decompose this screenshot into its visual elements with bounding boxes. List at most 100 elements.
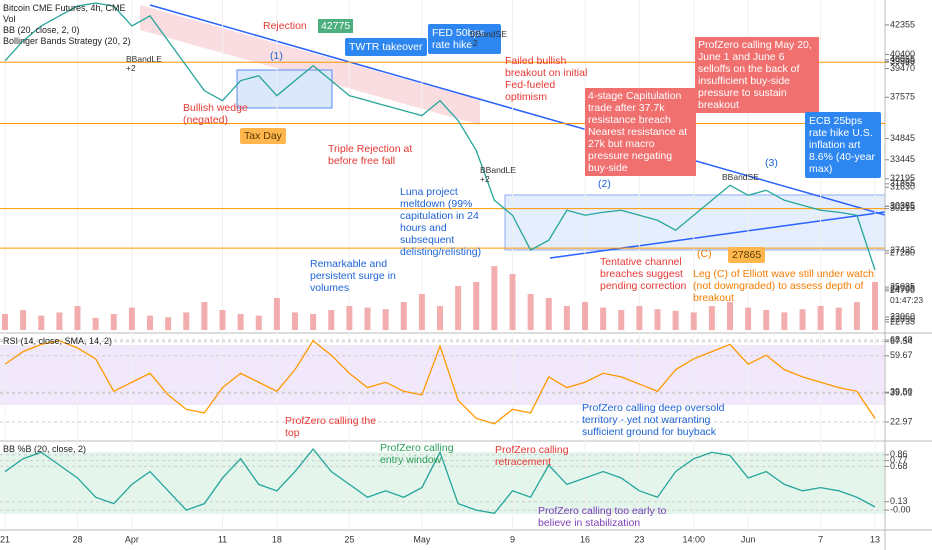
volume-bar [328, 310, 335, 330]
countdown: 01:47:23 [890, 294, 924, 305]
trendline [549, 211, 886, 259]
annotation: BBandLE +2 [126, 54, 162, 73]
x-tick-label: May [413, 534, 431, 544]
x-tick-label: 7 [818, 534, 823, 544]
y-tick-label: 39.01 [890, 387, 913, 397]
volume-bar [618, 310, 625, 330]
annotation: ProfZero calling May 20, June 1 and June… [695, 37, 819, 113]
volume-bar [273, 298, 280, 330]
y-tick-label: 25035 [890, 281, 915, 291]
y-tick-label: 39890 [890, 57, 915, 67]
annotation: ProfZero calling retracement [495, 444, 569, 468]
y-tick-label: 42355 [890, 19, 915, 29]
y-tick-label: 22.97 [890, 416, 913, 426]
y-tick-label: 0.77 [890, 455, 908, 465]
volume-bar [418, 294, 425, 330]
x-tick-label: 28 [72, 534, 82, 544]
y-tick-label: 39945 [890, 56, 915, 66]
y-tick-label: -0.00 [890, 504, 911, 514]
x-tick-label: Jun [741, 534, 756, 544]
annotation: ProfZero calling deep oversold territory… [582, 402, 725, 438]
x-tick-label: 11 [218, 534, 227, 544]
y-tick-label: 22735 [890, 316, 915, 326]
volume-bar [817, 306, 824, 330]
volume-bar [382, 309, 389, 330]
volume-bar [582, 302, 588, 330]
y-tick-label: 40055 [890, 54, 915, 64]
volume-bar [310, 314, 317, 330]
volume-bar [128, 307, 135, 330]
legend-entry: Bollinger Bands Strategy (20, 2) [3, 36, 131, 46]
volume-bar [92, 318, 99, 330]
y-tick-label: 39.50 [890, 387, 913, 397]
annotation: Triple Rejection at before free fall [328, 143, 413, 167]
x-tick-label: 23 [634, 534, 644, 544]
y-tick-label: 30365 [890, 201, 915, 211]
y-tick-label: 0.86 [890, 449, 908, 459]
legend-entry: Vol [3, 14, 16, 24]
volume-bar [201, 302, 208, 330]
annotation: Rejection [263, 20, 307, 32]
volume-bar [147, 315, 153, 330]
trendline [149, 4, 886, 216]
y-tick-label: 33445 [890, 154, 915, 164]
annotation: Tax Day [240, 128, 286, 144]
volume-bar [745, 307, 752, 330]
y-tick-label: 27280 [890, 247, 915, 257]
annotation: ProfZero calling entry window [380, 442, 454, 466]
volume-bar [56, 312, 63, 330]
y-tick-label: 24905 [890, 283, 915, 293]
volume-bar [853, 302, 860, 330]
annotation: (1) [270, 50, 283, 62]
volume-bar [600, 307, 607, 330]
volume-bar [183, 312, 190, 330]
indicator-line [4, 339, 876, 425]
volume-bar [38, 315, 45, 330]
y-tick-label: 30385 [890, 200, 915, 210]
annotation: BBandSE -2 [470, 29, 507, 48]
y-tick-label: 24790 [890, 285, 915, 295]
volume-bar [292, 312, 298, 330]
volume-bar [2, 314, 8, 330]
y-tick-label: 0.68 [890, 461, 908, 471]
volume-bar [473, 282, 480, 330]
annotation: 42775 [318, 19, 354, 33]
annotation: FED 50bps rate hike [428, 24, 501, 54]
volume-bar [781, 312, 788, 330]
x-tick-label: 9 [510, 534, 515, 544]
y-tick-label: 34845 [890, 133, 915, 143]
annotation: Remarkable and persistent surge in volum… [310, 258, 396, 294]
volume-bar [346, 306, 353, 330]
volume-bar [110, 314, 117, 330]
annotation: BBandLE +2 [480, 165, 516, 184]
volume-bar [74, 306, 81, 330]
x-tick-label: 16 [580, 534, 590, 544]
volume-bar [165, 317, 172, 330]
volume-bar [654, 309, 661, 330]
annotation: (3) [765, 157, 778, 169]
x-tick-label: 13 [870, 534, 880, 544]
y-tick-label: 67.54 [890, 336, 913, 346]
bbp-band [0, 452, 885, 514]
volume-bar [690, 312, 697, 330]
volume-bar [545, 298, 552, 330]
volume-bar [491, 266, 498, 330]
volume-bar [636, 306, 643, 330]
annotation: 4-stage Capitulation trade after 37.7k r… [585, 88, 696, 176]
y-tick-label: 59.67 [890, 350, 913, 360]
annotation: (2) [598, 178, 611, 190]
x-tick-label: 14:00 [682, 534, 705, 544]
annotation: Bullish wedge (negated) [183, 102, 248, 126]
volume-bar [364, 307, 371, 330]
annotation: Luna project meltdown (99% capitulation … [400, 186, 482, 258]
chart-title: Bitcoin CME Futures, 4h, CME [3, 3, 126, 13]
volume-bar [219, 310, 226, 330]
annotation: (C) [697, 248, 712, 260]
y-tick-label: 39470 [890, 63, 915, 73]
pane-title: BB %B (20, close, 2) [3, 444, 87, 454]
x-tick-label: 18 [272, 534, 282, 544]
volume-bar [527, 294, 534, 330]
y-tick-label: 0.13 [890, 496, 908, 506]
y-tick-label: 31630 [890, 182, 915, 192]
